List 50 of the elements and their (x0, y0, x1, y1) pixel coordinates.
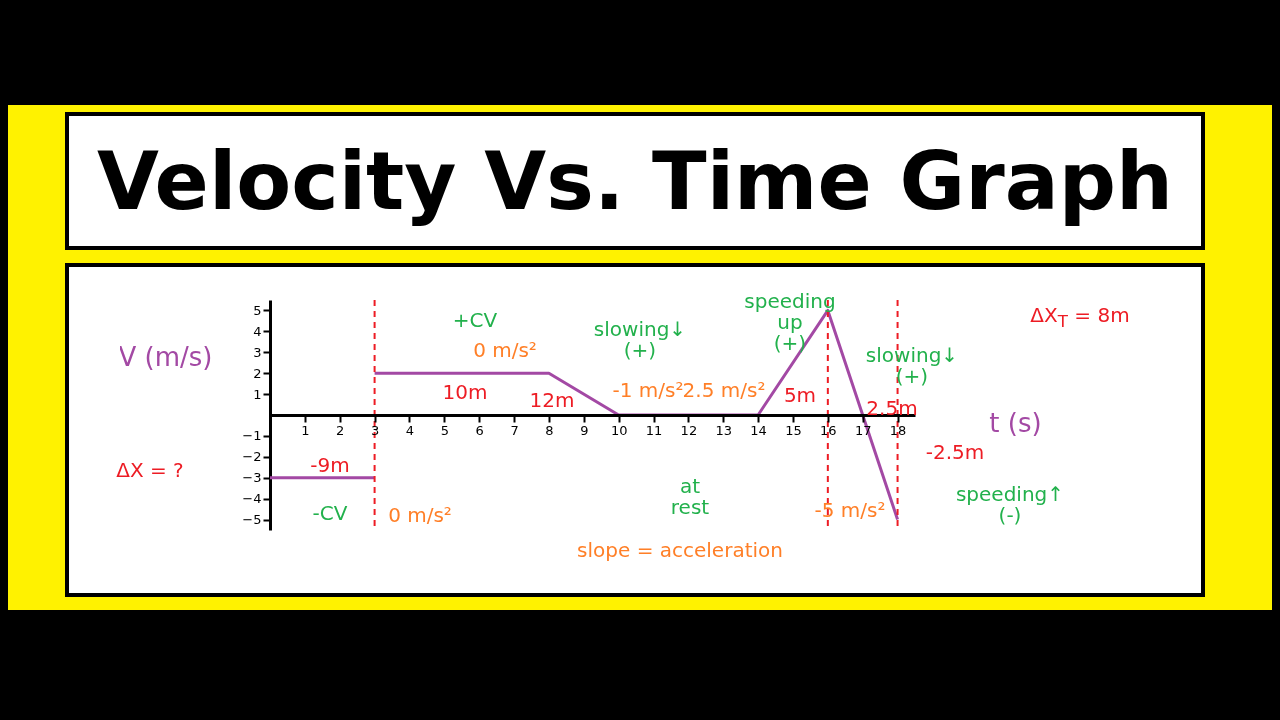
y-tick-label: −3 (242, 470, 262, 486)
text: -2.5m (925, 439, 985, 464)
y-tick-label: −4 (242, 491, 262, 507)
x-tick-label: 12 (680, 422, 698, 438)
x-tick-label: 9 (580, 422, 589, 438)
x-tick-label: 6 (475, 422, 484, 438)
y-tick-label: −5 (242, 512, 262, 528)
x-tick-label: 16 (820, 422, 837, 438)
annotation: 2.5m (866, 395, 918, 420)
text: slope = acceleration (577, 537, 783, 562)
x-tick-label: 4 (405, 422, 415, 438)
x-axis-title: t (s) (989, 407, 1042, 438)
annotation: speeding up (+) (744, 288, 836, 355)
annotation: -1 m/s² (612, 377, 684, 402)
annotation: -CV (312, 500, 348, 525)
x-tick-label: 3 (370, 422, 380, 438)
annotation: slowing↓ (+) (593, 317, 687, 362)
annotation: -9m (310, 452, 350, 477)
annotation: 2.5 m/s² (682, 377, 766, 402)
annotation: 12m (529, 387, 575, 412)
x-tick-label: 2 (336, 422, 345, 438)
x-tick-label: 13 (715, 422, 733, 438)
text: ΔX = ? (116, 457, 184, 482)
y-tick-label: 5 (253, 302, 262, 318)
y-tick-label: −2 (242, 449, 262, 465)
y-tick-label: 3 (253, 344, 262, 360)
y-tick-label: 4 (253, 323, 262, 339)
chart-title: Velocity Vs. Time Graph (97, 134, 1173, 228)
annotation: 0 m/s² (473, 337, 537, 362)
y-tick-label: 2 (253, 365, 262, 381)
x-tick-label: 18 (889, 422, 907, 438)
annotation: 5m (783, 382, 817, 407)
annotation: 0 m/s² (388, 502, 452, 527)
x-tick-label: 5 (440, 422, 449, 438)
x-tick-label: 10 (610, 422, 628, 438)
x-tick-label: 7 (510, 422, 519, 438)
y-tick-label: 1 (253, 386, 262, 402)
annotation: at rest (670, 474, 710, 519)
y-tick-label: −1 (242, 428, 262, 444)
x-tick-label: 14 (750, 422, 767, 438)
x-tick-label: 1 (301, 422, 310, 438)
annotation: 10m (442, 379, 488, 404)
x-tick-label: 8 (545, 422, 554, 438)
annotation: +CV (452, 307, 498, 332)
annotation: slowing↓ (+) (865, 343, 959, 388)
x-tick-label: 15 (785, 422, 802, 438)
text: speeding↑ (-) (955, 482, 1065, 527)
x-tick-label: 11 (645, 422, 663, 438)
text: ΔX$_{T}$ = 8m (1030, 303, 1130, 332)
annotation: -5 m/s² (814, 497, 886, 522)
